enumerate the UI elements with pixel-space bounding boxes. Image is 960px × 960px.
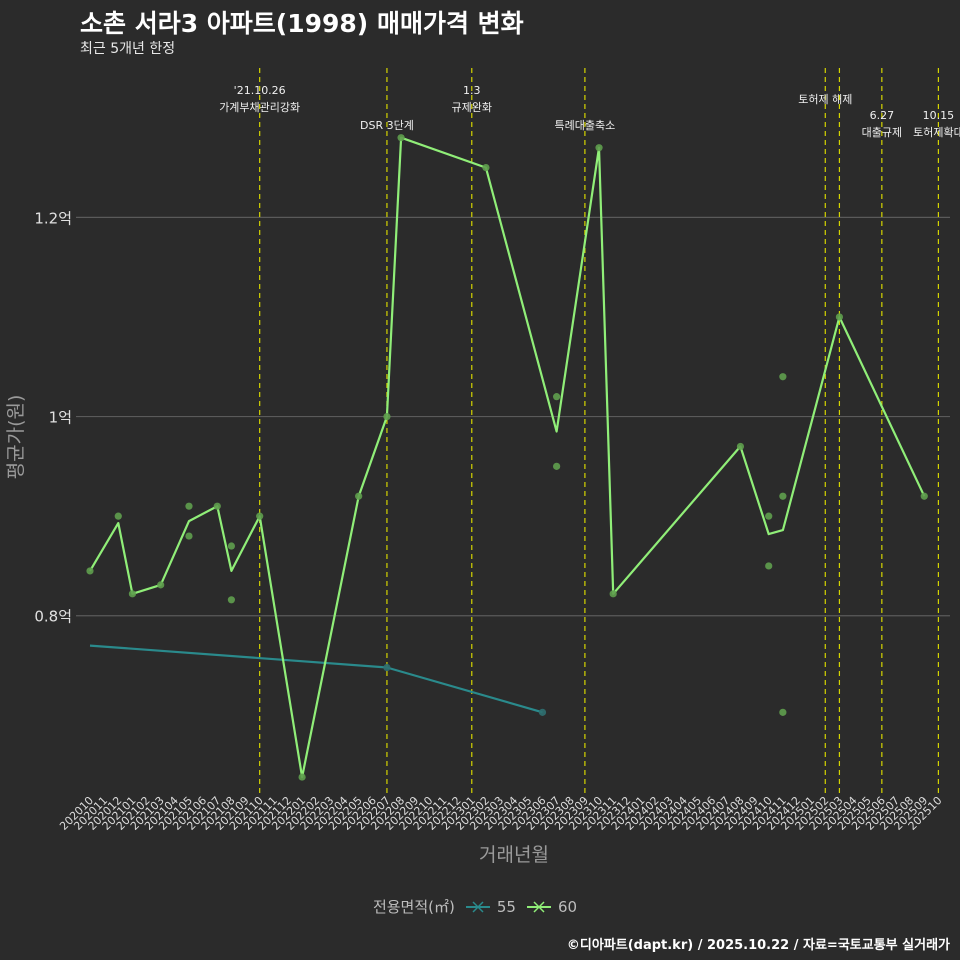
event-label: 가계부채관리강화 — [219, 101, 300, 114]
data-point-60 — [920, 492, 928, 500]
source-caption: ©디아파트(dapt.kr) / 2025.10.22 / 자료=국토교통부 실… — [566, 938, 950, 953]
event-label: 대출규제 — [862, 126, 902, 139]
legend-item-60: 60 — [526, 898, 577, 916]
data-point-60 — [736, 442, 745, 451]
y-tick-label: 1.2억 — [34, 209, 72, 227]
data-point-60 — [355, 492, 363, 500]
data-point-60 — [383, 412, 391, 421]
legend-key-60-icon — [526, 900, 551, 913]
data-point-55 — [538, 708, 547, 716]
chart-title: 소촌 서라3 아파트(1998) 매매가격 변화 — [80, 9, 524, 38]
legend-label-55: 55 — [496, 897, 516, 916]
data-point-60 — [213, 502, 221, 510]
data-point-60 — [227, 596, 235, 604]
data-point-60 — [397, 134, 405, 142]
data-point-60 — [779, 708, 787, 716]
event-label: 토허제 해제 — [798, 92, 852, 106]
data-point-60 — [779, 373, 787, 381]
event-label: '21.10.26 — [234, 84, 286, 97]
event-label: 10.15 — [923, 109, 955, 122]
legend-title: 전용면적(㎡) — [372, 898, 455, 916]
legend-label-60: 60 — [557, 897, 578, 916]
data-point-60 — [256, 512, 264, 520]
data-point-60 — [765, 512, 773, 520]
event-label: DSR 3단계 — [360, 119, 414, 132]
legend-key-55-icon — [465, 900, 490, 913]
legend: 전용면적(㎡) 55 60 — [0, 896, 960, 917]
y-tick-label: 0.8억 — [34, 608, 72, 626]
data-point-60 — [86, 567, 94, 575]
data-point-60 — [185, 502, 193, 510]
series-line-60 — [89, 136, 926, 779]
x-axis-title: 거래년월 — [479, 844, 549, 866]
event-label: 토허제확대 — [913, 126, 960, 139]
data-point-60 — [595, 144, 603, 152]
event-label: 1.3 — [463, 84, 481, 97]
event-label: 규제완화 — [452, 101, 492, 114]
data-point-60 — [298, 773, 306, 781]
legend-item-55: 55 — [465, 898, 516, 916]
event-label: 6.27 — [870, 109, 895, 122]
y-axis-title: 평균가(원) — [5, 395, 27, 480]
data-point-60 — [779, 492, 787, 500]
data-point-60 — [609, 590, 617, 598]
data-point-60 — [114, 512, 122, 520]
data-point-60 — [553, 393, 561, 401]
y-tick-label: 1억 — [49, 409, 72, 427]
data-point-60 — [482, 163, 490, 172]
data-point-55 — [383, 663, 391, 672]
data-point-60 — [553, 462, 561, 470]
data-point-60 — [157, 581, 165, 589]
data-point-60 — [835, 313, 844, 321]
chart-subtitle: 최근 5개년 한정 — [80, 41, 176, 57]
data-point-60 — [765, 562, 773, 570]
data-point-60 — [128, 590, 137, 598]
data-point-60 — [185, 532, 193, 540]
event-label: 특례대출축소 — [555, 119, 616, 132]
data-point-60 — [227, 542, 235, 550]
